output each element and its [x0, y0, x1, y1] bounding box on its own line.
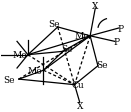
Text: Se: Se	[96, 61, 108, 70]
Text: Mo: Mo	[12, 51, 27, 60]
Text: Mo: Mo	[28, 66, 42, 75]
Text: X: X	[77, 101, 83, 110]
Text: Cu: Cu	[71, 80, 84, 89]
Text: Se: Se	[3, 75, 15, 84]
Text: Se: Se	[48, 19, 60, 28]
Text: X: X	[92, 2, 99, 11]
Text: P: P	[113, 38, 119, 46]
Text: P: P	[117, 24, 123, 33]
Text: Se: Se	[61, 45, 73, 54]
Text: Mo: Mo	[74, 32, 89, 41]
